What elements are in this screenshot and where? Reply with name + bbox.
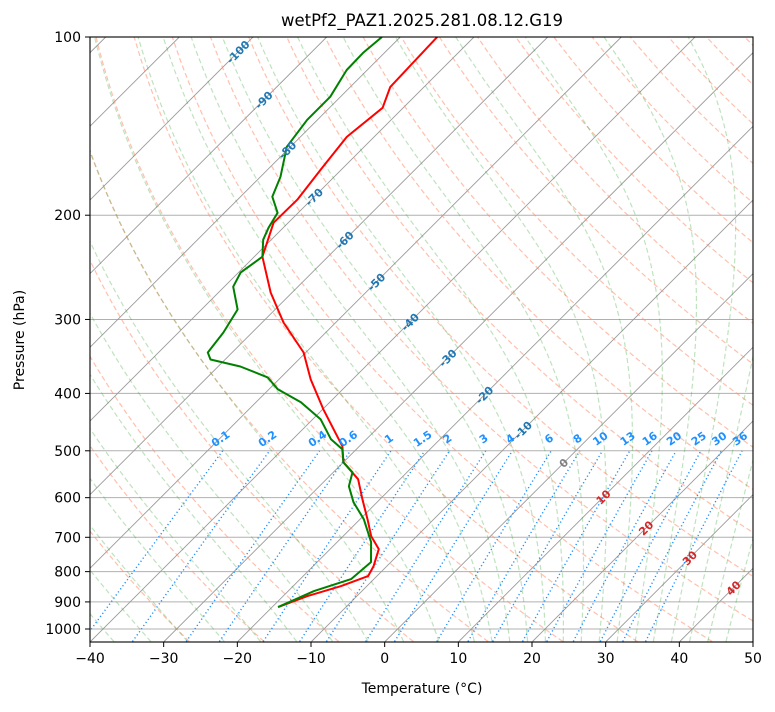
- y-tick-label: 400: [54, 386, 81, 402]
- y-tick-label: 800: [54, 565, 81, 581]
- x-tick-label: 0: [380, 651, 389, 667]
- x-tick-label: 40: [670, 651, 688, 667]
- x-axis-label: Temperature (°C): [361, 681, 483, 697]
- y-tick-label: 1000: [45, 622, 81, 638]
- y-tick-label: 100: [54, 30, 81, 46]
- y-tick-label: 700: [54, 530, 81, 546]
- x-tick-label: 10: [449, 651, 467, 667]
- x-tick-label: −20: [223, 651, 253, 667]
- chart-title: wetPf2_PAZ1.2025.281.08.12.G19: [281, 11, 563, 31]
- plot-background: [90, 37, 753, 642]
- isotherm-line: [754, 37, 775, 642]
- y-tick-label: 600: [54, 491, 81, 507]
- x-tick-label: −10: [296, 651, 326, 667]
- x-tick-label: 50: [744, 651, 762, 667]
- y-axis-label: Pressure (hPa): [12, 290, 28, 390]
- y-tick-label: 500: [54, 444, 81, 460]
- x-tick-label: −40: [75, 651, 105, 667]
- y-tick-label: 200: [54, 208, 81, 224]
- y-tick-label: 300: [54, 312, 81, 328]
- y-tick-label: 900: [54, 595, 81, 611]
- x-tick-label: −30: [149, 651, 179, 667]
- x-tick-label: 20: [523, 651, 541, 667]
- x-tick-label: 30: [597, 651, 615, 667]
